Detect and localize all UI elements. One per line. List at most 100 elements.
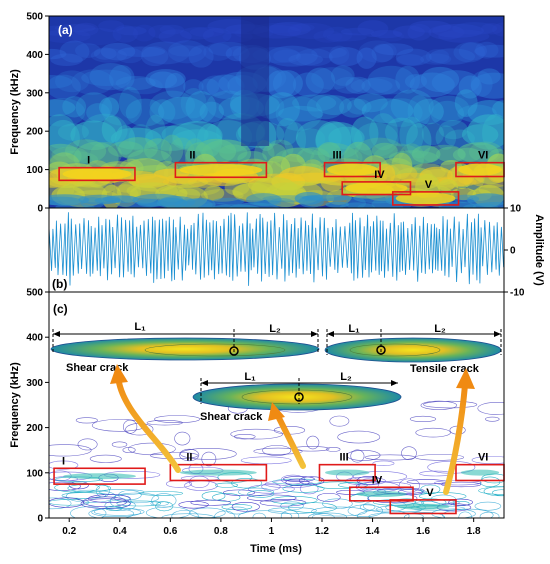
heatmap-cell <box>395 192 456 205</box>
heatmap-cell <box>117 46 166 58</box>
arrow-v-to-inset-3 <box>443 382 468 495</box>
contour-line <box>315 481 361 489</box>
heatmap-cell <box>458 41 487 61</box>
heatmap-cell <box>390 89 434 123</box>
heatmap-cell <box>345 182 408 195</box>
heatmap-cell <box>148 24 176 39</box>
region-hotspot-I <box>63 473 136 480</box>
contour-line <box>356 481 412 490</box>
arrowhead-icon <box>201 380 208 386</box>
arrow-ii-to-inset-1 <box>115 372 181 473</box>
heatmap-cell <box>81 69 131 87</box>
region-box-V <box>391 191 460 206</box>
heatmap-cell <box>399 116 424 154</box>
panel-c-ylabel: Frequency (kHz) <box>9 362 21 448</box>
contour-line <box>347 504 384 517</box>
inset-caption-3: Tensile crack <box>410 363 480 375</box>
heatmap-cell <box>295 48 333 67</box>
xtick-label: 1 <box>269 526 275 537</box>
region-box-II <box>174 161 268 179</box>
heatmap-cell <box>328 47 363 67</box>
heatmap-cell <box>475 41 499 59</box>
heatmap-cell <box>206 90 250 120</box>
ytick-label-b: -10 <box>510 288 525 299</box>
inset-l1-label-3: L₁ <box>348 323 360 335</box>
contour-line <box>403 512 445 518</box>
inset-l2-label-1: L₂ <box>269 323 281 335</box>
heatmap-cell <box>179 27 214 40</box>
inset-shear-crack-1: L₁ L₂ Shear crack <box>50 321 320 374</box>
arrowhead-icon <box>456 368 475 389</box>
contour-line <box>372 460 395 466</box>
heatmap-cell <box>119 86 142 119</box>
xtick-label: 0.6 <box>163 526 177 537</box>
heatmap-cell <box>115 75 156 91</box>
region-label-VI: VI <box>478 150 488 162</box>
contour-line <box>215 482 238 488</box>
heatmap-cell <box>470 72 504 99</box>
heatmap-cell <box>112 25 139 43</box>
heatmap-cell <box>71 27 122 46</box>
contour-line <box>420 400 458 410</box>
heatmap-cell <box>346 98 372 115</box>
heatmap-cell <box>413 98 444 125</box>
heatmap-cell <box>276 117 299 146</box>
region-label-I: I <box>62 455 65 467</box>
heatmap-cell <box>467 114 504 150</box>
xtick-label: 1.4 <box>366 526 380 537</box>
heatmap-cell <box>268 21 311 37</box>
panel-c-label: (c) <box>53 302 68 316</box>
arrowhead-icon <box>311 331 318 337</box>
ytick-label-a: 200 <box>26 127 43 138</box>
arrowhead-icon <box>327 331 334 337</box>
heatmap-cell <box>370 29 403 39</box>
heatmap-cell <box>208 41 248 57</box>
heatmap-cell <box>430 100 465 127</box>
contour-line <box>49 497 84 508</box>
contour-line <box>49 444 92 457</box>
ytick-label-c: 300 <box>26 378 43 389</box>
heatmap-cell <box>55 70 90 93</box>
heatmap-cell <box>292 94 337 112</box>
contour-line <box>479 476 501 487</box>
inset-shear-crack-2: L₁ L₂ Shear crack <box>192 371 402 423</box>
xtick-label: 0.2 <box>62 526 76 537</box>
heatmap-cell <box>371 43 394 63</box>
inset-ellipse-3 <box>324 337 502 363</box>
heatmap-cell <box>477 68 501 85</box>
region-box-I <box>58 166 136 182</box>
heatmap-cell <box>339 202 376 208</box>
heatmap-cell <box>292 72 324 97</box>
heatmap-cell <box>474 44 504 58</box>
region-hotspot-V <box>396 503 450 510</box>
heatmap-cell <box>404 74 428 89</box>
region-box-V <box>389 499 457 515</box>
heatmap-cell <box>340 27 375 36</box>
heatmap-cell <box>420 53 452 65</box>
contour-line <box>357 509 410 518</box>
heatmap-cell <box>185 90 217 124</box>
heatmap-cell <box>313 30 343 43</box>
heatmap-cell <box>141 41 190 65</box>
contour-line <box>174 431 191 446</box>
contour-line <box>247 484 295 494</box>
heatmap-cell <box>431 70 480 95</box>
ytick-label-c: 500 <box>26 288 43 299</box>
xtick-label: 0.4 <box>113 526 127 537</box>
heatmap-cell <box>49 74 73 89</box>
heatmap-cell <box>396 54 425 66</box>
heatmap-cell <box>159 24 185 35</box>
ytick-label-c: 400 <box>26 333 43 344</box>
contour-line <box>139 491 184 496</box>
heatmap-cell <box>253 200 282 207</box>
heatmap-cell <box>409 72 455 98</box>
heatmap-cell <box>49 114 76 149</box>
contour-line <box>49 497 72 510</box>
heatmap-cell <box>272 70 303 97</box>
contour-line <box>77 438 98 451</box>
heatmap-cell <box>378 31 405 42</box>
region-hotspot-IV <box>356 491 407 498</box>
inset-ellipse-2 <box>192 383 402 411</box>
ytick-label-c: 200 <box>26 423 43 434</box>
contour-line <box>350 449 365 463</box>
